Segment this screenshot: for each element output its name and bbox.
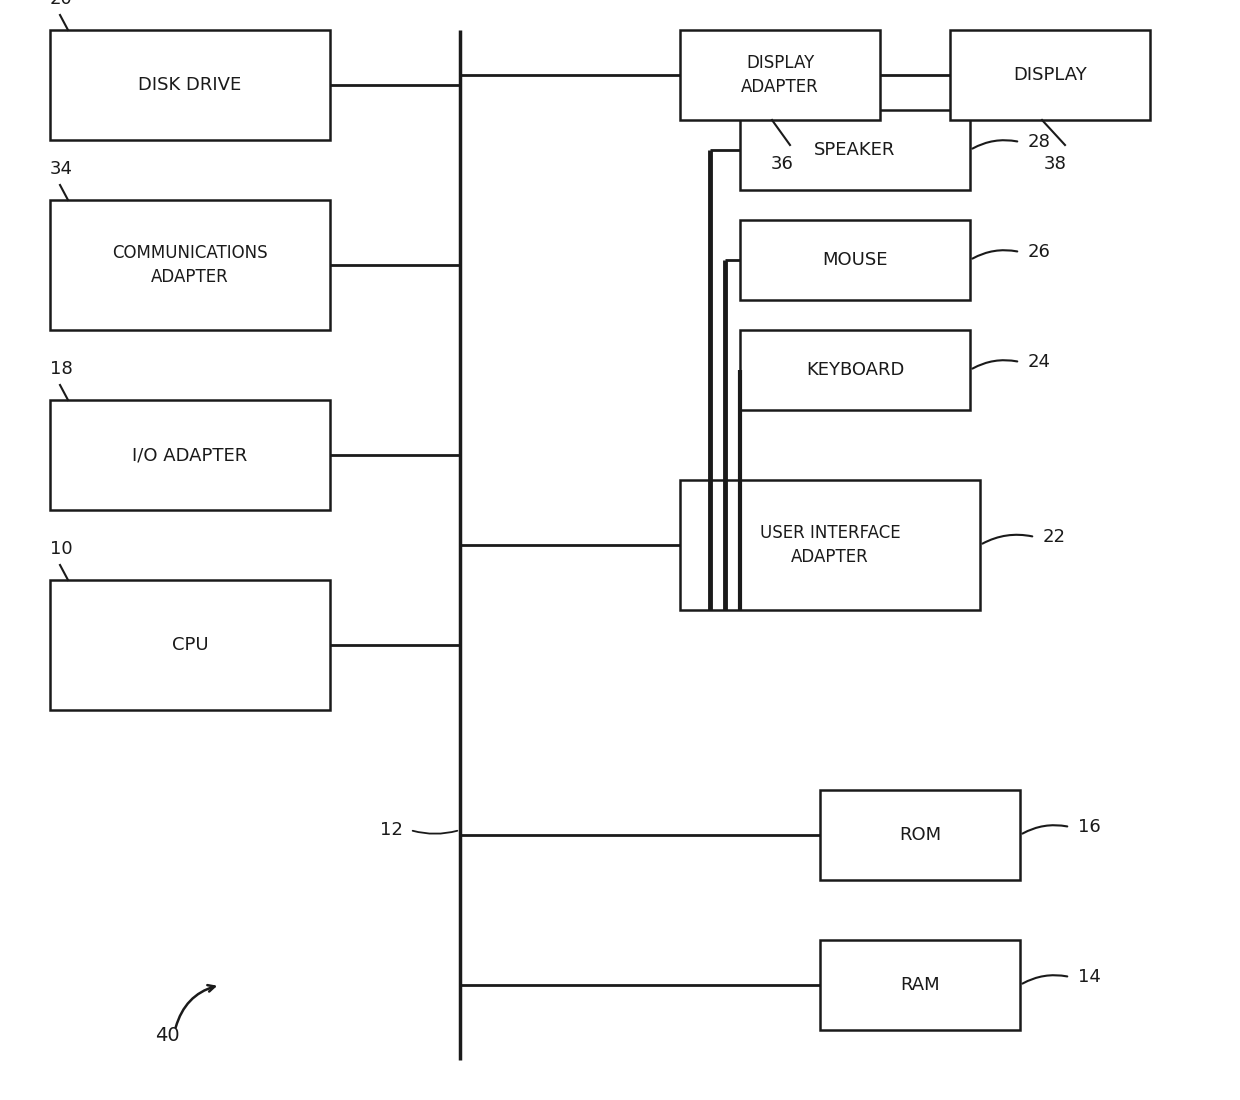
- Bar: [740, 330, 970, 410]
- Text: 28: 28: [1028, 133, 1050, 151]
- Bar: [680, 30, 880, 120]
- Bar: [50, 200, 330, 330]
- Text: 12: 12: [379, 821, 403, 839]
- Text: 22: 22: [1043, 528, 1066, 546]
- Text: 16: 16: [1078, 818, 1101, 836]
- Text: DISPLAY: DISPLAY: [1013, 66, 1087, 84]
- Bar: [820, 940, 1021, 1030]
- Bar: [950, 30, 1149, 120]
- Text: 34: 34: [50, 160, 73, 178]
- Text: 26: 26: [1028, 243, 1050, 261]
- Text: CPU: CPU: [171, 636, 208, 654]
- Text: 24: 24: [1028, 353, 1052, 371]
- Bar: [50, 400, 330, 510]
- Text: 18: 18: [50, 360, 73, 378]
- Bar: [740, 220, 970, 300]
- Text: USER INTERFACE
ADAPTER: USER INTERFACE ADAPTER: [760, 525, 900, 565]
- Text: 40: 40: [155, 1026, 180, 1045]
- Bar: [50, 580, 330, 710]
- Text: 38: 38: [1044, 155, 1066, 173]
- Bar: [820, 790, 1021, 880]
- Text: ROM: ROM: [899, 826, 941, 844]
- Bar: [50, 30, 330, 140]
- Text: MOUSE: MOUSE: [822, 251, 888, 270]
- Text: 14: 14: [1078, 968, 1101, 986]
- Text: DISPLAY
ADAPTER: DISPLAY ADAPTER: [742, 54, 818, 96]
- Bar: [680, 480, 980, 611]
- Text: SPEAKER: SPEAKER: [815, 141, 895, 160]
- Text: 20: 20: [50, 0, 73, 8]
- Text: I/O ADAPTER: I/O ADAPTER: [133, 446, 248, 464]
- Text: 36: 36: [770, 155, 794, 173]
- Text: DISK DRIVE: DISK DRIVE: [139, 76, 242, 94]
- Text: 10: 10: [50, 540, 73, 558]
- Text: COMMUNICATIONS
ADAPTER: COMMUNICATIONS ADAPTER: [112, 244, 268, 286]
- Bar: [740, 110, 970, 190]
- Text: RAM: RAM: [900, 976, 940, 994]
- Text: KEYBOARD: KEYBOARD: [806, 361, 904, 379]
